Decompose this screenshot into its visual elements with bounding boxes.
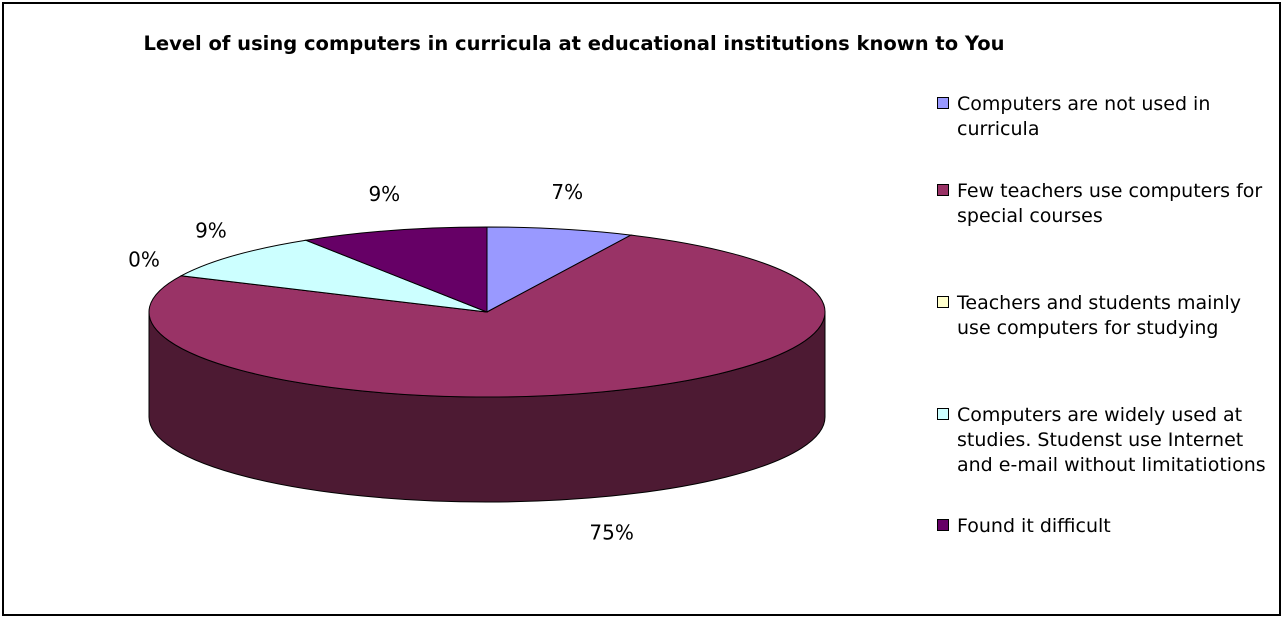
legend-swatch [937, 296, 949, 308]
pie-slice [179, 239, 488, 313]
pie-slice [486, 226, 633, 313]
pie-slice [148, 234, 826, 398]
legend-swatch [937, 97, 949, 109]
legend-label: Computers are not used in curricula [957, 93, 1211, 140]
pie-chart: 7% 75% 0% 9% 9% [128, 180, 826, 545]
pie-data-labels: 7% 75% 0% 9% 9% [128, 180, 634, 545]
legend-label: Few teachers use computers for special c… [957, 180, 1263, 227]
legend-label: Found it difficult [957, 515, 1111, 537]
pie-data-label: 75% [589, 521, 633, 545]
legend-swatch [937, 184, 949, 196]
pie-data-label: 9% [195, 219, 227, 243]
pie-tops [148, 226, 826, 398]
pie-data-label: 7% [551, 180, 583, 204]
chart-title: Level of using computers in curricula at… [143, 32, 1005, 55]
pie-data-label: 9% [368, 182, 400, 206]
legend-label: Teachers and students mainly use compute… [957, 292, 1241, 339]
pie-slice [304, 226, 488, 313]
legend-swatch [937, 519, 949, 531]
pie-data-label: 0% [128, 248, 160, 272]
legend-swatch [937, 408, 949, 420]
legend-label: Computers are widely used at studies. St… [957, 404, 1266, 476]
